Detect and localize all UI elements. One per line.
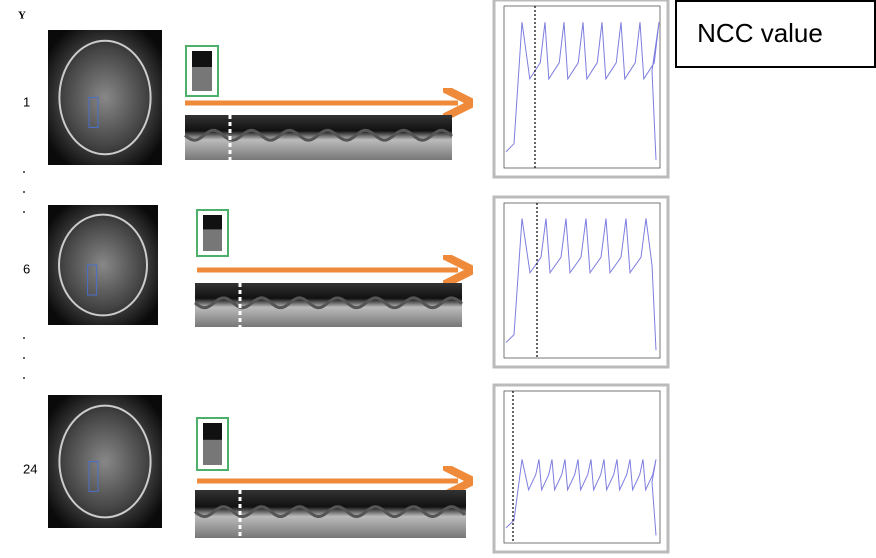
mri-image bbox=[48, 30, 162, 165]
row-label: 6 bbox=[23, 261, 30, 276]
body-outline bbox=[58, 39, 152, 156]
plot-frame bbox=[492, 383, 670, 554]
template-dark bbox=[203, 423, 222, 440]
roi-box bbox=[88, 97, 99, 128]
plot-area bbox=[503, 5, 661, 169]
row-label: 24 bbox=[23, 461, 37, 476]
plot-frame bbox=[492, 195, 670, 369]
row-label: 1 bbox=[23, 94, 30, 109]
body-outline bbox=[58, 213, 148, 317]
annotation-box bbox=[675, 0, 876, 68]
ellipsis bbox=[23, 171, 25, 379]
m-mode-wave bbox=[194, 505, 466, 519]
template-dark bbox=[192, 51, 212, 67]
ncc-curve bbox=[505, 459, 657, 536]
plot-area bbox=[503, 390, 661, 544]
roi-box bbox=[88, 461, 99, 492]
body-outline bbox=[58, 404, 152, 519]
mri-image bbox=[48, 205, 158, 325]
plot-area bbox=[503, 202, 661, 359]
annotation: NCC value bbox=[697, 18, 823, 48]
ncc-curve bbox=[505, 22, 660, 160]
plot-frame bbox=[492, 0, 670, 179]
roi-box bbox=[87, 264, 98, 296]
ncc-curve bbox=[505, 218, 657, 351]
template-dark bbox=[203, 215, 222, 230]
axis-label: Y bbox=[18, 10, 26, 22]
mri-image bbox=[48, 395, 162, 528]
